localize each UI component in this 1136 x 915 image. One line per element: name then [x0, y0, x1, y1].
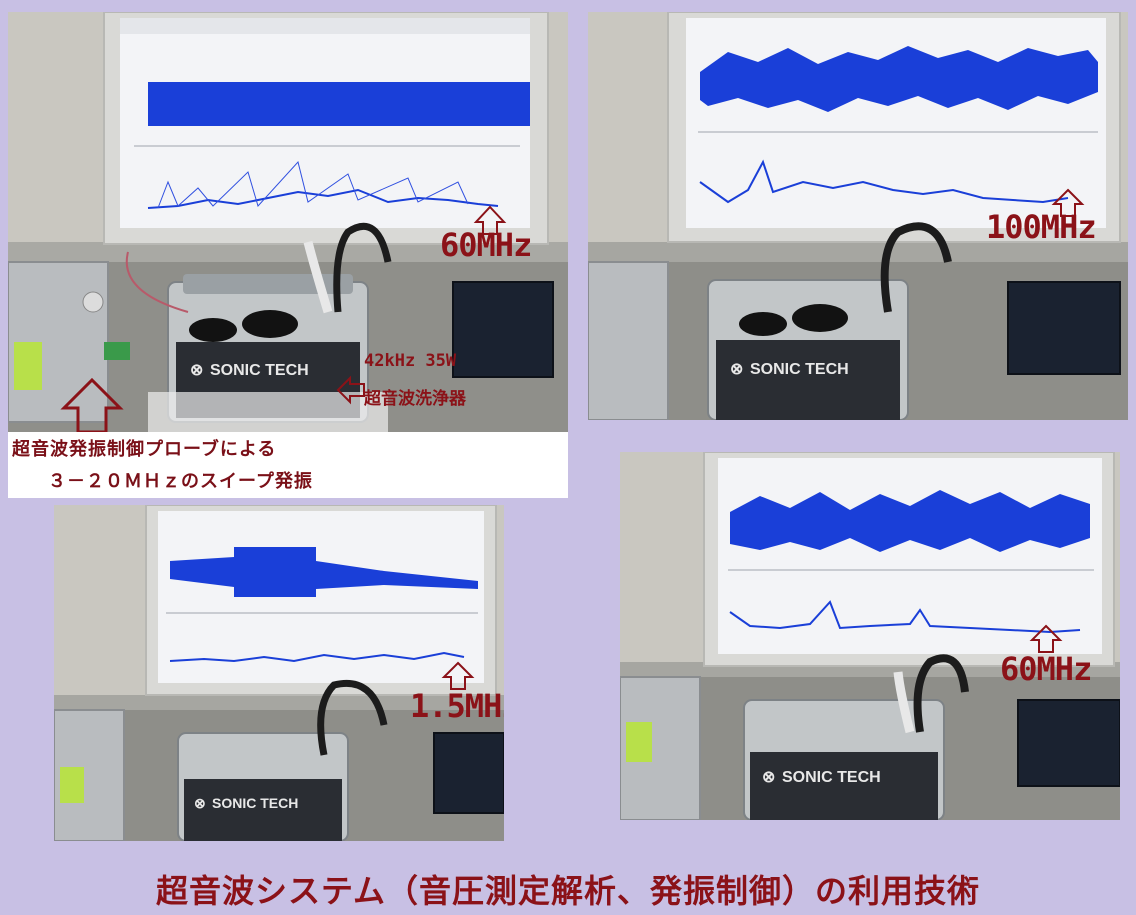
time-waveform [170, 547, 478, 597]
time-waveform [148, 82, 530, 126]
monitor-screen [158, 511, 484, 683]
bath-brand-label: SONIC TECH [750, 361, 849, 378]
bath-brand-label: SONIC TECH [212, 795, 298, 811]
photo-ultrasonic-100mhz: ⊗ SONIC TECH 100MHz [588, 12, 1128, 420]
arrow-left-icon [336, 375, 365, 405]
function-generator [588, 261, 669, 420]
arrow-up-icon [1029, 624, 1063, 653]
device-name-label: 超音波洗浄器 [364, 389, 466, 409]
photo-scene: ⊗ SONIC TECH [8, 12, 568, 432]
svg-text:⊗: ⊗ [762, 769, 775, 786]
monitor-screen [718, 458, 1102, 654]
setup-photo-illustration: ⊗ SONIC TECH [588, 12, 1128, 420]
oscilloscope-box [1007, 281, 1121, 375]
time-waveform [730, 490, 1090, 552]
oscilloscope-box [452, 281, 554, 378]
arrow-up-icon [441, 661, 475, 690]
footer-band [0, 858, 1136, 915]
frequency-label: 1.5MHz [410, 687, 504, 725]
caption-line2: ３－２０ＭＨｚのスイープ発振 [48, 471, 313, 492]
setup-photo-illustration: ⊗ SONIC TECH [8, 12, 568, 432]
arrow-up-icon [60, 377, 124, 432]
caption-line1: 超音波発振制御プローブによる [12, 439, 277, 460]
frequency-label: 100MHz [986, 208, 1097, 246]
arrow-up-icon [1051, 188, 1085, 217]
device-spec-label: 42kHz 35W [364, 351, 457, 371]
setup-photo-illustration: ⊗ SONIC TECH [54, 505, 504, 841]
oscilloscope-box [433, 732, 504, 814]
photo-ultrasonic-60mhz: ⊗ SONIC TECH 60MHz [620, 452, 1120, 820]
svg-text:⊗: ⊗ [194, 795, 206, 811]
spectrum-trace [729, 600, 1081, 634]
setup-photo-illustration: ⊗ SONIC TECH [620, 452, 1120, 820]
frequency-label: 60MHz [1000, 650, 1092, 688]
svg-text:⊗: ⊗ [730, 361, 743, 378]
svg-text:⊗: ⊗ [190, 362, 203, 379]
bath-brand-label: SONIC TECH [782, 769, 881, 786]
arrow-up-icon [473, 205, 507, 235]
time-waveform [700, 46, 1098, 112]
spectrum-trace [169, 651, 465, 663]
bath-brand-label: SONIC TECH [210, 362, 309, 379]
footer-title: 超音波システム（音圧測定解析、発振制御）の利用技術 [155, 872, 981, 910]
frequency-label: 60MHz [440, 226, 532, 264]
photo-ultrasonic-1-5mhz: ⊗ SONIC TECH 1.5MHz [54, 505, 504, 841]
photo-ultrasonic-setup-sweep: ⊗ SONIC TECH [8, 12, 568, 498]
oscilloscope-box [1017, 699, 1120, 787]
monitor-screen [686, 18, 1106, 228]
spectrum-trace [699, 159, 1069, 204]
